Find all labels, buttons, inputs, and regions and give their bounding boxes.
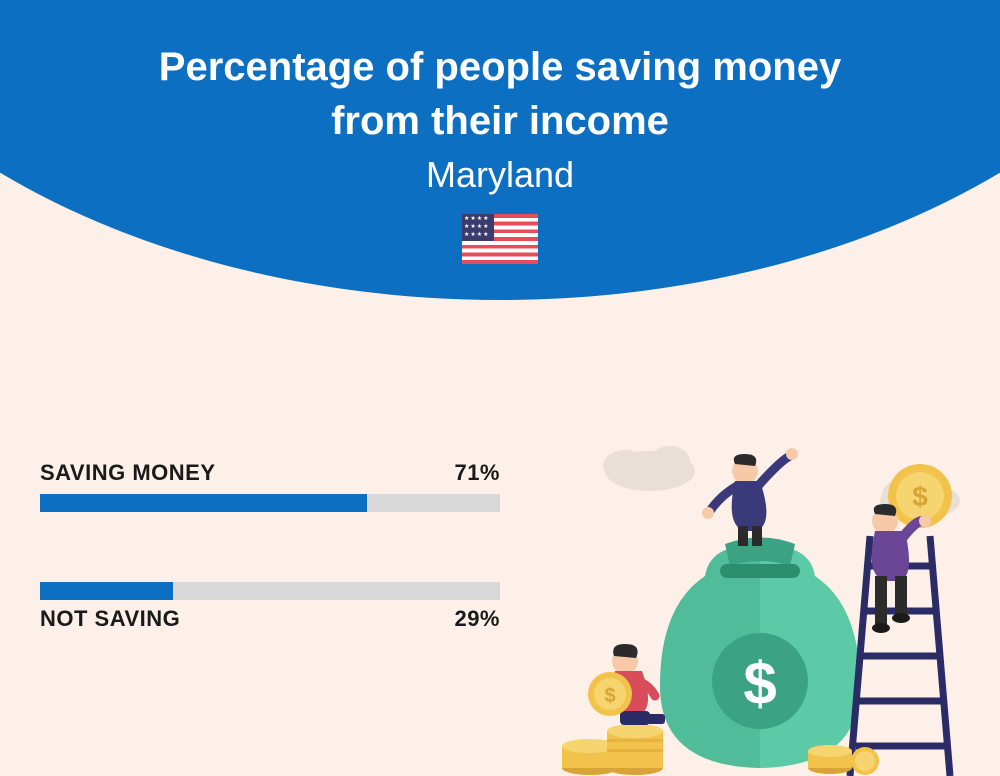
bar-track: [40, 582, 500, 600]
header-content: Percentage of people saving money from t…: [0, 40, 1000, 269]
coin-stack-icon: [808, 745, 879, 775]
savings-illustration: $ $: [550, 436, 990, 776]
person-top-icon: [702, 448, 798, 546]
bar-label-row: SAVING MONEY 71%: [40, 460, 500, 486]
subtitle-region: Maryland: [0, 154, 1000, 196]
bar-value: 29%: [454, 606, 500, 632]
svg-text:$: $: [743, 650, 776, 717]
bar-saving-money: SAVING MONEY 71%: [40, 460, 500, 512]
bar-fill: [40, 582, 173, 600]
us-flag-icon: [462, 214, 538, 264]
title-line-2: from their income: [331, 99, 669, 143]
svg-text:$: $: [912, 481, 928, 512]
bar-track: [40, 494, 500, 512]
money-bag-icon: $: [660, 538, 860, 769]
bar-label: SAVING MONEY: [40, 460, 216, 486]
coin-stack-icon: [562, 724, 663, 775]
bar-label-row: NOT SAVING 29%: [40, 606, 500, 632]
bar-not-saving: NOT SAVING 29%: [40, 582, 500, 632]
bar-label: NOT SAVING: [40, 606, 180, 632]
title-line-1: Percentage of people saving money: [159, 45, 841, 89]
bars-section: SAVING MONEY 71% NOT SAVING 29%: [40, 460, 500, 702]
main-title: Percentage of people saving money from t…: [0, 40, 1000, 148]
bar-value: 71%: [454, 460, 500, 486]
person-sitting-icon: $: [588, 644, 665, 725]
cloud-icon: [603, 446, 695, 491]
bar-fill: [40, 494, 367, 512]
svg-text:$: $: [604, 685, 615, 707]
infographic-canvas: Percentage of people saving money from t…: [0, 0, 1000, 776]
